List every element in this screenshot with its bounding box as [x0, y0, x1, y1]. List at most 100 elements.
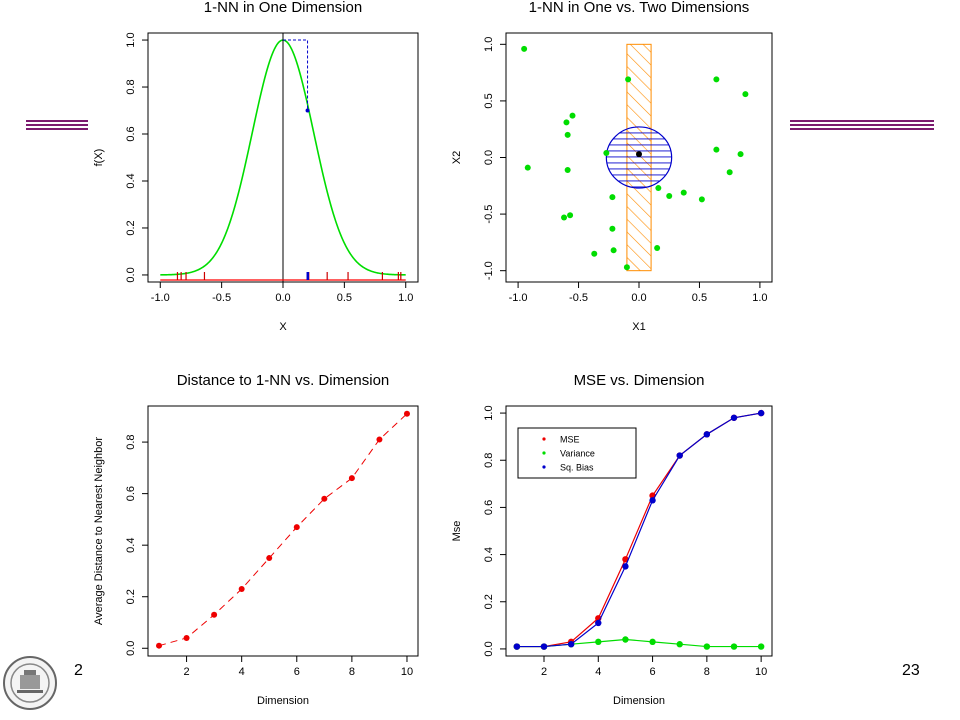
series-point-2: [757, 409, 765, 417]
data-point: [564, 166, 571, 173]
x-tick-label: 0.5: [337, 292, 352, 304]
x-axis-label: Dimension: [257, 695, 309, 707]
y-tick-label: 0.2: [125, 220, 137, 235]
x-tick-label: 2: [541, 666, 547, 678]
data-point: [569, 112, 576, 119]
y-tick-label: 0.4: [125, 538, 137, 553]
chart-distance-vs-dimension: Distance to 1-NN vs. Dimension 2 4 6 8 10 0.0 0…: [93, 372, 419, 707]
x-tick-label: 0.0: [631, 292, 646, 304]
x-tick-label: 6: [294, 666, 300, 678]
data-point: [726, 169, 733, 176]
x-tick-label: -1.0: [151, 292, 170, 304]
y-axis-label: f(X): [93, 149, 105, 167]
x-tick-label: 0.0: [275, 292, 290, 304]
y-tick-label: 0.8: [125, 434, 137, 449]
series-point-0: [622, 556, 629, 563]
data-point: [698, 196, 705, 203]
distance-point: [183, 634, 190, 641]
y-tick-label: 0.0: [125, 641, 137, 656]
legend-marker: [542, 437, 546, 441]
data-point: [524, 164, 531, 171]
series-point-2: [540, 643, 548, 650]
series-point-2: [622, 563, 629, 570]
chart-title: Distance to 1-NN vs. Dimension: [177, 372, 390, 389]
legend-label: Sq. Bias: [560, 463, 594, 473]
series-point-1: [622, 636, 629, 643]
neighborhood-circle: [605, 126, 673, 189]
data-point: [623, 264, 630, 271]
data-point: [713, 146, 720, 153]
x-tick-label: -0.5: [569, 292, 588, 304]
series-point-1: [757, 643, 765, 650]
distance-line: [158, 413, 408, 647]
data-point: [609, 225, 616, 232]
data-point: [561, 214, 568, 221]
data-point: [655, 185, 662, 192]
chart-title: MSE vs. Dimension: [574, 372, 705, 389]
y-tick-label: 0.2: [125, 589, 137, 604]
x-tick-label: 10: [401, 666, 413, 678]
x-tick-label: -0.5: [212, 292, 231, 304]
chart-title: 1-NN in One vs. Two Dimensions: [529, 0, 750, 16]
x-tick-label: 2: [184, 666, 190, 678]
x-axis-label: X: [279, 321, 287, 333]
x-tick-label: 4: [239, 666, 245, 678]
data-point: [742, 91, 749, 98]
legend-label: Variance: [560, 449, 595, 459]
legend-label: MSE: [560, 435, 580, 445]
series-point-2: [567, 641, 575, 648]
x-tick-label: 10: [755, 666, 767, 678]
distance-point: [293, 524, 300, 531]
series-point-1: [730, 643, 738, 650]
series-point-2: [730, 414, 738, 421]
series-point-2: [649, 497, 656, 504]
series-point-2: [703, 431, 711, 438]
x-tick-label: -1.0: [509, 292, 528, 304]
y-tick-label: 1.0: [483, 405, 495, 420]
y-tick-label: -1.0: [483, 261, 495, 280]
y-tick-label: 0.8: [125, 79, 137, 94]
x-axis-label: X1: [632, 321, 645, 333]
chart-1nn-one-vs-two-dimensions: 1-NN in One vs. Two Dimensions -1.0 -0.5 0.…: [451, 0, 773, 333]
distance-point: [376, 436, 383, 443]
y-tick-label: 0.5: [483, 93, 495, 108]
hatched-strip: [626, 43, 652, 272]
series-point-2: [676, 452, 683, 459]
distance-point: [211, 611, 218, 618]
data-point: [563, 119, 570, 126]
x-tick-label: 4: [595, 666, 601, 678]
decor-bars-left: [26, 120, 88, 136]
y-tick-label: 0.0: [125, 267, 137, 282]
y-axis-label: X2: [451, 151, 463, 164]
data-point: [610, 247, 617, 254]
y-tick-label: 0.6: [125, 126, 137, 141]
x-tick-label: 8: [704, 666, 710, 678]
data-point: [654, 245, 661, 252]
data-point: [625, 76, 632, 83]
y-tick-label: 1.0: [125, 32, 137, 47]
chart-title: 1-NN in One Dimension: [204, 0, 362, 16]
x-tick-label: 0.5: [692, 292, 707, 304]
series-point-1: [703, 643, 711, 650]
decor-bars-right: [790, 120, 934, 136]
chart-mse-vs-dimension: MSE vs. Dimension 2 4 6 8 10 0.0 0.2 0.4 0.6 0.8 1.…: [451, 372, 773, 707]
x-tick-label: 1.0: [752, 292, 767, 304]
plot-frame: [505, 405, 773, 657]
data-point: [603, 149, 610, 156]
y-tick-label: 1.0: [483, 37, 495, 52]
target-point: [305, 108, 310, 113]
series-point-1: [649, 638, 656, 646]
series-point-2: [513, 643, 521, 650]
distance-point: [348, 475, 355, 482]
legend-box: [517, 427, 637, 479]
series-line-2: [516, 412, 762, 648]
series-point-1: [676, 641, 683, 648]
y-tick-label: 0.0: [483, 150, 495, 165]
dashed-box: [283, 39, 309, 111]
distance-point: [266, 555, 273, 562]
plot-frame: [147, 405, 419, 657]
university-logo: [3, 656, 57, 710]
data-point: [591, 250, 598, 257]
x-tick-label: 1.0: [398, 292, 413, 304]
